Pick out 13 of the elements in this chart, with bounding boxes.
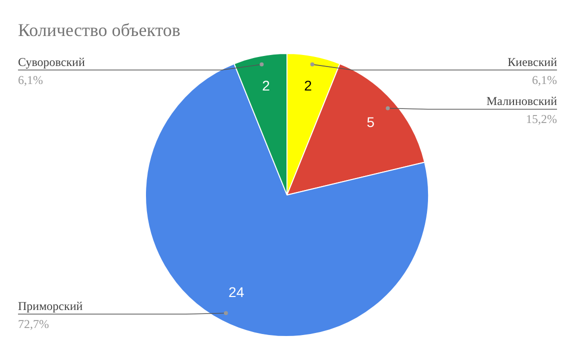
slice-label: Киевский [508,55,558,69]
chart-title: Количество объектов [18,20,180,40]
slice-label: Малиновский [486,94,558,108]
text: 24 [228,284,244,300]
data-label: 15,2% [526,112,557,126]
text: 2 [262,78,270,94]
slice-label: Приморский [18,299,84,314]
data-label: 6,1% [18,73,43,87]
text: 2 [304,78,312,94]
data-label: 6,1% [532,73,557,87]
slice-label: Суворовский [18,55,86,69]
data-label: 72,7% [18,317,49,332]
text: 5 [366,114,375,130]
